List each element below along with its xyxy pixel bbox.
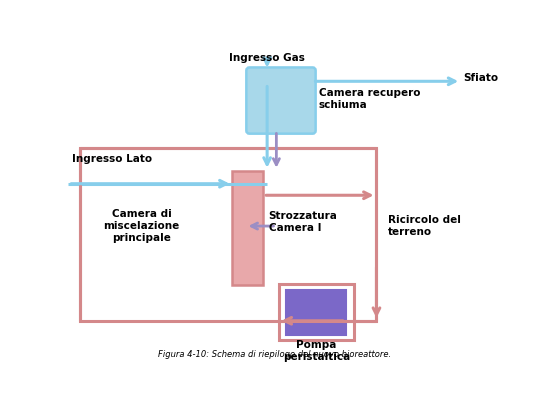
Bar (80, 148, 376, 321)
Bar (286, 290, 346, 335)
Text: Ricircolo del
terreno: Ricircolo del terreno (388, 215, 461, 237)
Bar (279, 284, 354, 340)
Text: Strozzatura
Camera I: Strozzatura Camera I (268, 211, 338, 233)
Text: Ingresso Gas: Ingresso Gas (229, 53, 305, 63)
Text: Sfiato: Sfiato (463, 73, 498, 83)
Text: Camera recupero
schiuma: Camera recupero schiuma (319, 88, 420, 110)
Text: Pompa
peristaltica: Pompa peristaltica (283, 340, 350, 361)
Bar (233, 171, 263, 285)
Text: Camera di
miscelazione
principale: Camera di miscelazione principale (104, 209, 180, 243)
FancyBboxPatch shape (246, 67, 316, 134)
Text: Ingresso Lato: Ingresso Lato (72, 155, 153, 164)
Text: Figura 4-10: Schema di riepilogo del nuovo bioreattore.: Figura 4-10: Schema di riepilogo del nuo… (158, 350, 391, 359)
